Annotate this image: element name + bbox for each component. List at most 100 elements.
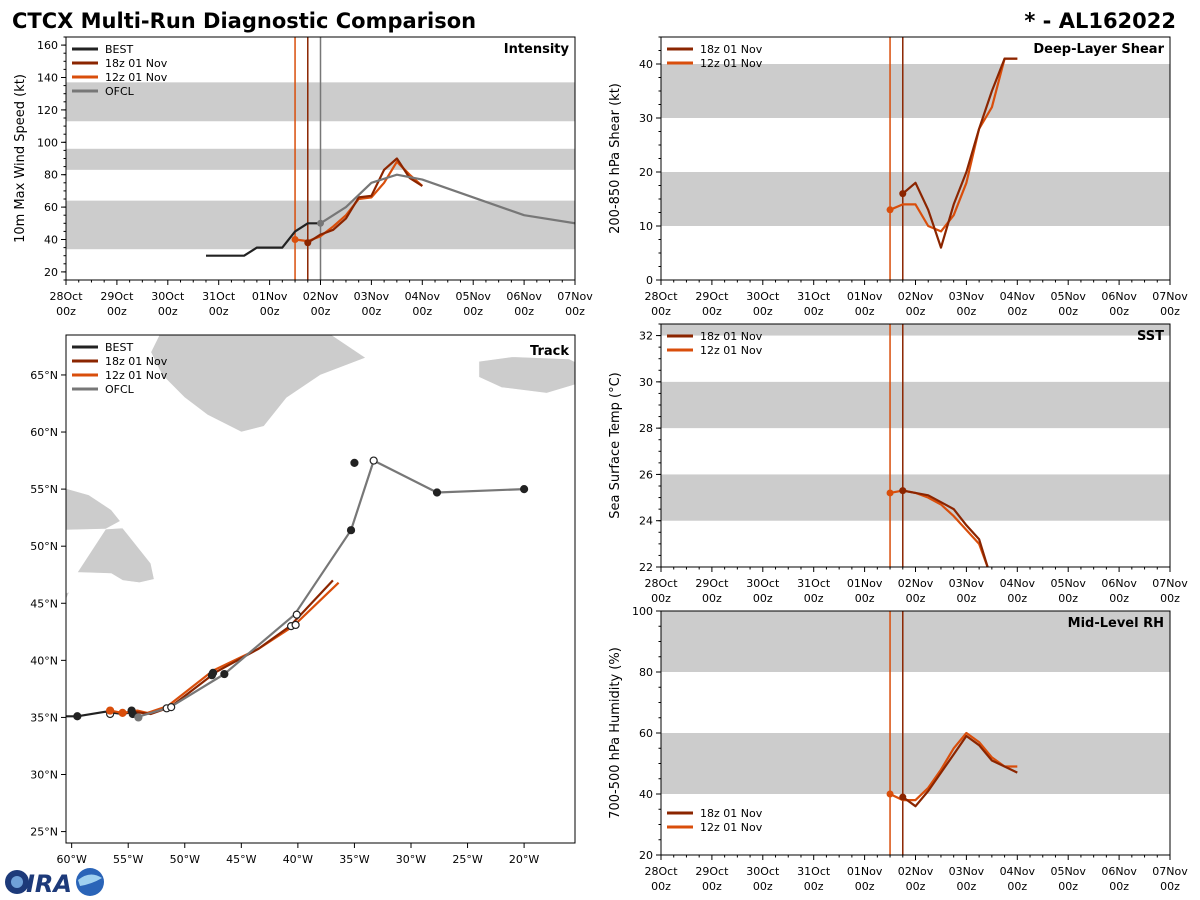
series-line-run12 [889,731,1018,802]
x-tick-time: 00z [855,880,875,893]
y-axis-label: 200-850 hPa Shear (kt) [608,83,623,234]
land-mass [66,488,121,531]
y-tick-label: 28 [639,422,653,435]
x-tick-date: 03Nov [949,577,985,590]
track-panel: 60°W 55°W 50°W 45°W 40°W 35°W 30°W 25°W 20°W 25°N… [30,334,576,866]
x-tick-time: 00z [1007,592,1027,605]
track-point [134,713,143,722]
x-tick-date: 06Nov [1101,577,1137,590]
lon-tick-label: 20°W [509,853,539,866]
land-mass [76,527,155,584]
sst-panel: 22 24 26 28 30 32 28Oct 00z 29Oct 00z 30Oct 00z 31Oc… [608,323,1188,605]
x-tick-time: 00z [565,305,585,318]
x-tick-date: 01Nov [252,290,288,303]
init-marker-run18 [899,793,907,801]
x-tick-time: 00z [957,592,977,605]
x-tick-date: 06Nov [506,290,542,303]
y-tick-label: 20 [639,849,653,862]
panel-title: Track [530,344,569,359]
x-tick-time: 00z [702,880,722,893]
x-tick-time: 00z [753,305,773,318]
x-tick-date: 28Oct [644,290,678,303]
x-tick-date: 05Nov [1050,865,1086,878]
legend-label-run18: 18z 01 Nov [700,330,763,343]
y-tick-label: 60 [44,201,58,214]
y-tick-label: 100 [632,605,653,618]
x-tick-time: 00z [804,592,824,605]
series-line-run12 [889,57,1018,233]
x-tick-time: 00z [1160,592,1180,605]
lat-tick-label: 30°N [30,769,58,782]
x-tick-time: 00z [753,880,773,893]
lat-tick-label: 45°N [30,597,58,610]
x-tick-time: 00z [651,305,671,318]
lon-tick-label: 35°W [339,853,369,866]
x-tick-date: 31Oct [797,865,831,878]
panel-title: Mid-Level RH [1068,616,1164,631]
y-tick-label: 26 [639,468,653,481]
x-tick-time: 00z [855,592,875,605]
x-tick-date: 28Oct [644,865,678,878]
x-tick-time: 00z [753,592,773,605]
threshold-band [661,172,1170,226]
x-tick-date: 01Nov [847,290,883,303]
track-point [118,708,127,717]
x-tick-date: 02Nov [898,290,934,303]
x-tick-time: 00z [56,305,76,318]
lat-tick-label: 65°N [30,369,58,382]
x-tick-time: 00z [906,880,926,893]
x-tick-date: 05Nov [1050,290,1086,303]
track-point [350,458,359,467]
x-tick-date: 04Nov [1000,290,1036,303]
plot-area [661,37,1170,280]
track-point [432,488,442,497]
x-tick-date: 05Nov [455,290,491,303]
x-tick-time: 00z [1160,305,1180,318]
panel-title: Deep-Layer Shear [1033,42,1164,57]
x-tick-time: 00z [957,880,977,893]
x-tick-date: 02Nov [898,577,934,590]
x-tick-date: 02Nov [898,865,934,878]
y-tick-label: 22 [639,561,653,574]
page-title: CTCX Multi-Run Diagnostic Comparison [12,9,476,33]
y-tick-label: 10 [639,220,653,233]
x-tick-date: 29Oct [100,290,134,303]
x-tick-date: 30Oct [151,290,185,303]
x-tick-time: 00z [209,305,229,318]
y-tick-label: 32 [639,330,653,343]
x-tick-date: 31Oct [797,577,831,590]
track-point [73,712,82,721]
track-line-run12 [109,581,340,715]
lat-tick-label: 55°N [30,483,58,496]
x-tick-time: 00z [1007,305,1027,318]
x-tick-time: 00z [702,592,722,605]
y-tick-label: 160 [37,39,58,52]
x-tick-time: 00z [1160,880,1180,893]
y-axis-label: 700-500 hPa Humidity (%) [608,647,623,819]
y-tick-label: 40 [639,58,653,71]
lon-tick-label: 50°W [170,853,200,866]
shear-panel: 0 10 20 30 40 28Oct 00z 29Oct 00z 30Oct 00z 31Oct 00… [608,36,1188,318]
track-point [220,669,229,679]
threshold-band [661,64,1170,118]
panel-title: SST [1137,329,1164,344]
x-tick-date: 03Nov [949,290,985,303]
legend-label-run12: 12z 01 Nov [105,369,168,382]
legend-label-best: BEST [105,341,133,354]
x-tick-date: 06Nov [1101,865,1137,878]
track-line-ofcl [139,459,525,718]
threshold-band [661,381,1170,429]
land-mass [66,591,70,601]
legend-label-run12: 12z 01 Nov [700,821,763,834]
track-point [292,610,301,619]
x-tick-date: 07Nov [1152,290,1188,303]
y-tick-label: 24 [639,515,653,528]
land-mass [478,356,575,394]
x-tick-date: 01Nov [847,577,883,590]
lat-tick-label: 35°N [30,711,58,724]
lat-tick-label: 50°N [30,540,58,553]
legend-label-run18: 18z 01 Nov [700,807,763,820]
series-line-run18 [307,157,423,244]
x-tick-date: 06Nov [1101,290,1137,303]
x-tick-time: 00z [514,305,534,318]
